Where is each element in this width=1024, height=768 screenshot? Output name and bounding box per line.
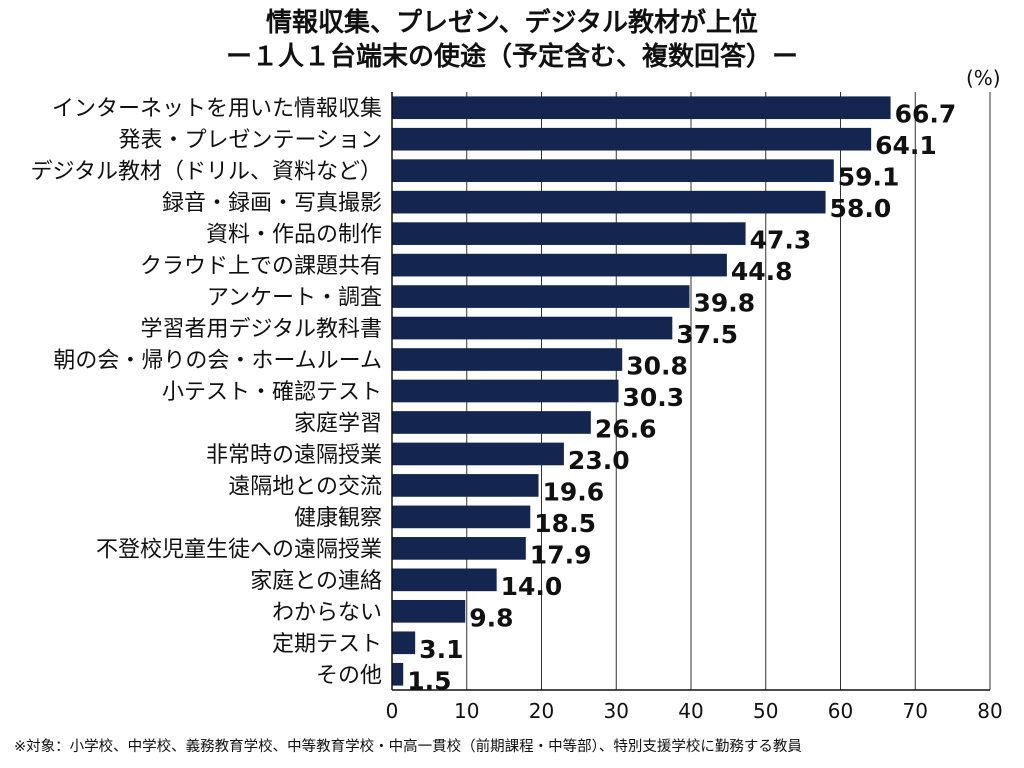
category-label: アンケート・調査	[207, 286, 382, 311]
x-tick-label: 40	[678, 699, 703, 723]
x-tick-label: 0	[386, 699, 399, 723]
data-label: 30.3	[622, 383, 684, 412]
bar	[392, 379, 619, 403]
x-tick-label: 70	[903, 699, 928, 723]
bar	[392, 537, 526, 560]
bar	[392, 127, 872, 151]
x-tick-label: 50	[753, 699, 778, 723]
data-label: 30.8	[626, 352, 688, 381]
data-label: 37.5	[676, 320, 738, 349]
bar	[392, 631, 416, 655]
bar	[392, 662, 404, 686]
category-label: わからない	[272, 600, 382, 625]
bar	[392, 568, 497, 592]
category-label: 朝の会・帰りの会・ホームルーム	[53, 349, 382, 374]
bar	[392, 411, 591, 434]
category-label: 資料・作品の制作	[206, 223, 382, 248]
bar	[392, 442, 564, 466]
category-label: 家庭との連絡	[250, 569, 382, 594]
footnote: ※対象：小学校、中学校、義務教育学校、中等教育学校・中高一貫校（前期課程・中等部…	[14, 739, 802, 755]
data-label: 58.0	[830, 194, 892, 223]
bar	[392, 316, 673, 340]
x-tick-label: 10	[454, 699, 479, 723]
data-label: 17.9	[530, 540, 592, 569]
bar	[392, 159, 834, 183]
data-label: 19.6	[543, 477, 605, 506]
chart-subtitle: ー１人１台端末の使途（予定含む、複数回答）ー	[225, 42, 798, 72]
bar	[392, 505, 531, 529]
category-label: 発表・プレゼンテーション	[118, 128, 382, 153]
category-label: 遠隔地との交流	[228, 474, 382, 499]
data-label: 39.8	[694, 289, 756, 318]
category-label: 非常時の遠隔授業	[206, 443, 382, 468]
data-label: 44.8	[731, 257, 793, 286]
data-label: 47.3	[750, 226, 812, 255]
bar	[392, 253, 727, 277]
category-label: その他	[316, 663, 382, 688]
x-tick-label: 20	[529, 699, 554, 723]
data-label: 3.1	[419, 635, 463, 664]
data-label: 18.5	[534, 509, 596, 538]
unit-label: (%)	[966, 66, 1001, 90]
data-label: 23.0	[568, 446, 630, 475]
category-label: 不登校児童生徒への遠隔授業	[96, 537, 382, 562]
chart-title: 情報収集、プレゼン、デジタル教材が上位	[266, 8, 758, 38]
data-label: 64.1	[875, 131, 937, 160]
category-label: 定期テスト	[272, 632, 382, 657]
category-label: クラウド上での課題共有	[140, 254, 382, 279]
bar	[392, 348, 623, 371]
data-label: 59.1	[838, 163, 900, 192]
x-tick-label: 80	[977, 699, 1002, 723]
bar	[392, 96, 891, 120]
category-label: 健康観察	[294, 506, 382, 531]
data-label: 9.8	[469, 603, 513, 632]
category-label: インターネットを用いた情報収集	[52, 97, 382, 122]
bar	[392, 474, 539, 497]
category-label: 小テスト・確認テスト	[162, 380, 382, 405]
data-label: 1.5	[407, 666, 451, 695]
bar	[392, 285, 690, 308]
bar	[392, 599, 466, 623]
data-label: 66.7	[895, 100, 957, 129]
category-label: 録音・録画・写真撮影	[162, 191, 382, 216]
x-tick-label: 30	[604, 699, 629, 723]
category-label: 学習者用デジタル教科書	[140, 317, 382, 342]
data-label: 26.6	[595, 414, 657, 443]
bar	[392, 190, 826, 214]
data-label: 14.0	[501, 572, 563, 601]
category-label: 家庭学習	[294, 411, 382, 436]
category-label: デジタル教材（ドリル、資料など）	[30, 160, 382, 185]
bar	[392, 222, 746, 245]
x-tick-label: 60	[828, 699, 853, 723]
